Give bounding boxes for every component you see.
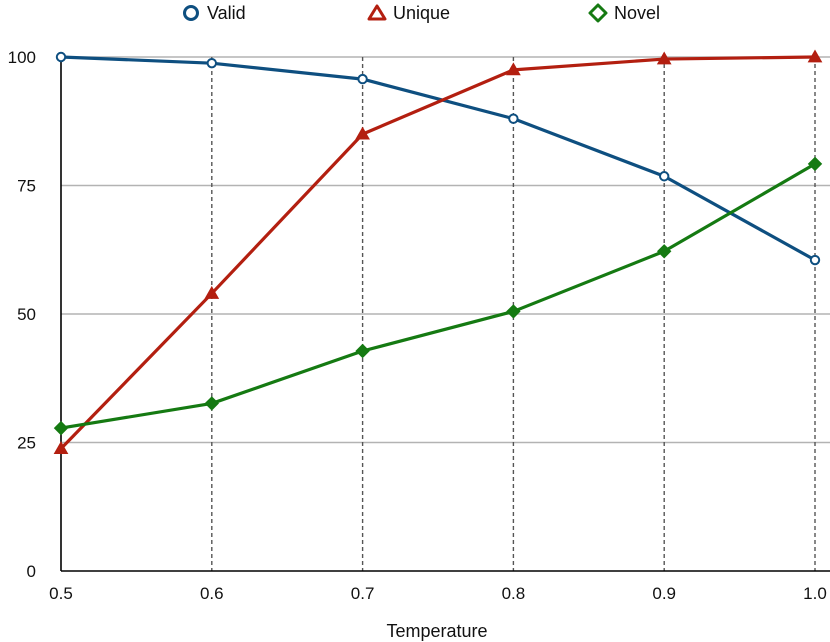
novel-point	[355, 343, 370, 359]
unique-point	[656, 51, 672, 65]
tick-labels: 0 25 50 75 100 0.5 0.6 0.7 0.8 0.9 1.0	[8, 48, 827, 603]
legend-diamond-icon	[588, 3, 608, 23]
horizontal-gridlines	[61, 56, 830, 444]
x-axis-title: Temperature	[386, 621, 487, 641]
vertical-gridlines	[211, 57, 816, 571]
series-line-novel	[60, 162, 816, 430]
unique-point	[807, 49, 823, 63]
legend-item-novel: Novel	[588, 3, 660, 23]
x-tick-label: 0.9	[652, 584, 676, 603]
series-valid	[55, 51, 821, 266]
novel-point	[656, 244, 672, 259]
series-novel	[53, 156, 823, 436]
series-unique	[53, 49, 823, 455]
x-tick-label: 0.5	[49, 584, 73, 603]
y-tick-label: 50	[17, 305, 36, 324]
unique-point	[204, 285, 220, 299]
legend-item-unique: Unique	[367, 3, 450, 23]
unique-point	[53, 441, 69, 455]
legend: Valid Unique Novel	[183, 3, 660, 23]
y-tick-label: 100	[8, 48, 36, 67]
legend-item-valid: Valid	[183, 3, 246, 23]
x-tick-label: 1.0	[803, 584, 827, 603]
valid-point	[55, 51, 67, 63]
legend-triangle-icon	[367, 4, 387, 21]
legend-circle-icon	[183, 5, 199, 21]
x-tick-label: 0.6	[200, 584, 224, 603]
valid-point	[357, 73, 368, 85]
x-tick-label: 0.7	[351, 584, 375, 603]
unique-point	[506, 62, 521, 76]
x-tick-label: 0.8	[502, 584, 526, 603]
valid-point	[508, 113, 519, 124]
novel-point	[807, 156, 823, 172]
novel-point	[204, 396, 220, 411]
y-tick-label: 75	[17, 177, 36, 196]
valid-point	[659, 171, 670, 182]
unique-point	[355, 126, 370, 140]
series-layer	[53, 49, 823, 455]
axes	[60, 57, 830, 572]
series-line-valid	[60, 55, 816, 262]
legend-label: Unique	[393, 3, 450, 23]
novel-point	[53, 420, 69, 436]
legend-label: Novel	[614, 3, 660, 23]
novel-point	[506, 304, 521, 319]
valid-point	[206, 57, 218, 69]
legend-label: Valid	[207, 3, 246, 23]
y-tick-label: 0	[27, 562, 36, 581]
series-line-unique	[59, 55, 816, 450]
y-tick-label: 25	[17, 434, 36, 453]
valid-point	[809, 254, 821, 266]
